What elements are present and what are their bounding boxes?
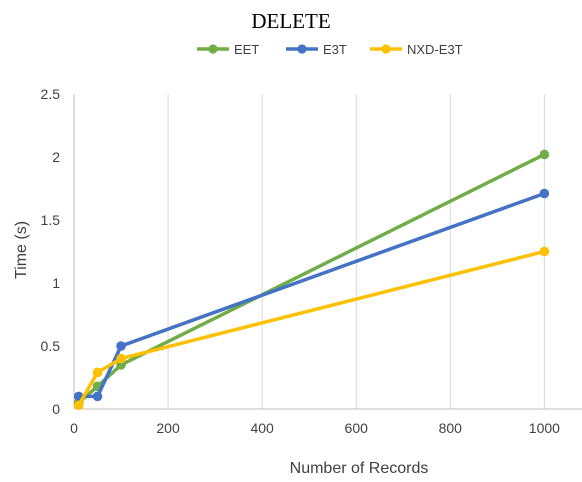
chart-title: DELETE [251,9,330,33]
legend-swatch-marker [208,44,218,54]
series-line-eet [76,152,547,405]
series-group [73,149,550,411]
x-tick-label: 600 [345,420,369,436]
y-tick-label: 1.5 [41,212,61,228]
legend: EET E3T NXD-E3T [197,42,463,57]
y-tick-label: 0.5 [41,338,61,354]
y-tick-label: 1 [52,275,60,291]
data-point-e3t [539,188,550,199]
y-tick-labels: 0 0.5 1 1.5 2 2.5 [41,86,61,417]
legend-label: NXD-E3T [407,42,463,57]
series-line-e3t [76,191,547,399]
y-tick-label: 2.5 [41,86,61,102]
data-point-nxd-e3t [539,246,550,257]
data-point-nxd-e3t [73,400,84,411]
y-axis-title: Time (s) [13,221,30,279]
x-tick-label: 400 [250,420,274,436]
x-tick-label: 800 [439,420,463,436]
series-line-nxd-e3t [76,249,547,407]
data-point-nxd-e3t [92,367,103,378]
legend-item-nxd-e3t: NXD-E3T [370,42,463,57]
x-tick-label: 1000 [529,420,560,436]
grid-lines [167,94,545,409]
x-tick-label: 200 [156,420,180,436]
x-tick-labels: 0 200 400 600 800 1000 [70,420,560,436]
data-point-nxd-e3t [116,353,126,364]
x-tick-label: 0 [70,420,78,436]
data-point-eet [539,149,550,160]
legend-swatch-marker [297,44,307,54]
y-tick-label: 0 [52,401,60,417]
legend-item-eet: EET [197,42,259,57]
legend-item-e3t: E3T [286,42,347,57]
x-axis-title: Number of Records [290,460,429,477]
legend-label: EET [234,42,259,57]
series-e3t [73,188,550,402]
series-nxd-e3t [73,246,550,411]
y-tick-label: 2 [52,149,60,165]
legend-label: E3T [323,42,347,57]
data-point-e3t [116,341,126,351]
legend-swatch-marker [381,44,391,54]
axes [73,94,582,410]
data-point-e3t [92,391,103,402]
